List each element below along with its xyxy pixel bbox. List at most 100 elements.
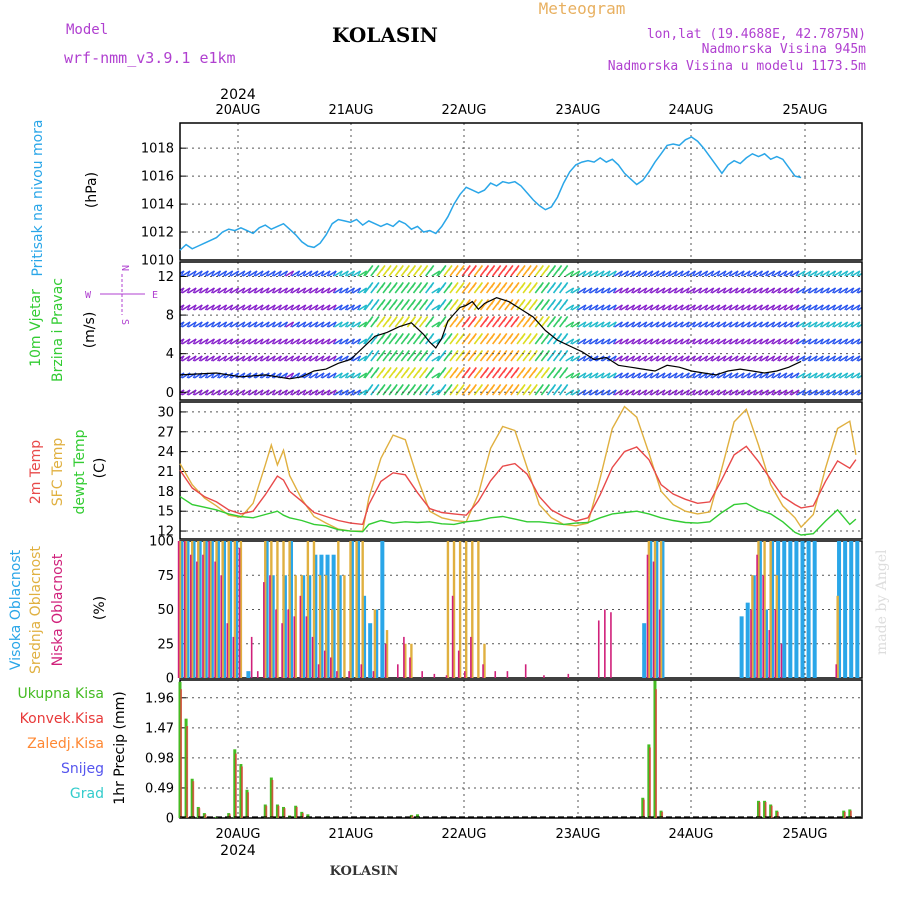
cloud-bar-mid <box>659 541 663 678</box>
wind-feather <box>369 265 374 271</box>
wind-feather <box>747 304 757 311</box>
wind-feather <box>705 355 715 362</box>
wind-feather <box>825 304 830 311</box>
wind-feather <box>839 389 849 396</box>
wind-feather <box>577 321 587 328</box>
precip-total-bar <box>233 749 237 818</box>
wind-feather <box>754 355 763 362</box>
wind-feather <box>607 287 617 294</box>
wind-feather <box>656 321 666 328</box>
cloud-bar-high <box>837 541 842 678</box>
wind-feather <box>583 372 593 379</box>
wind-feather <box>717 304 727 311</box>
cloud-bar-high <box>331 554 336 678</box>
wind-feather <box>515 316 520 322</box>
wind-feather <box>783 287 788 294</box>
wind-feather <box>442 316 447 322</box>
wind-feather <box>285 372 295 379</box>
wind-feather <box>685 304 690 311</box>
wind-feather <box>735 321 745 328</box>
wind-feather <box>491 265 496 271</box>
day-label-top: 20AUG <box>215 103 260 118</box>
wind-feather <box>723 372 733 379</box>
wind-feather <box>558 333 563 339</box>
wind-feather <box>260 287 270 294</box>
compass-west: W <box>85 290 92 301</box>
wind-feather <box>729 338 739 345</box>
wind-feather <box>589 338 599 345</box>
precip-total-bar <box>196 806 200 818</box>
wind-feather <box>491 282 496 288</box>
precip-total-bar <box>775 810 779 818</box>
wind-feather <box>375 350 380 356</box>
wind-feather <box>827 304 836 311</box>
cloud-bar-mid <box>446 541 450 678</box>
cloud-bar-high <box>337 575 342 678</box>
wind-feather <box>187 304 197 311</box>
wind-feather <box>491 384 496 390</box>
wind-feather <box>509 384 514 390</box>
wind-feather <box>863 271 866 276</box>
wind-feather <box>577 372 587 379</box>
wind-feather <box>600 304 605 311</box>
wind-feather <box>699 304 709 311</box>
cloud-bar-low <box>311 636 314 678</box>
wind-feather <box>722 321 727 328</box>
wind-feather <box>717 270 727 277</box>
cloud-bar-low <box>238 547 241 678</box>
wind-feather <box>595 287 605 294</box>
wind-feather <box>218 304 228 311</box>
wind-feather <box>819 270 824 277</box>
wind-feather <box>417 299 422 305</box>
cloud-bar-high <box>757 541 762 678</box>
y-tick-label: 100 <box>149 535 174 550</box>
wind-feather <box>320 372 325 379</box>
wind-feather <box>771 389 776 396</box>
wind-feather <box>309 287 319 294</box>
wind-feather <box>497 316 502 322</box>
precip-convective-bar <box>277 805 280 818</box>
wind-feather <box>789 287 794 294</box>
wind-feather <box>754 372 763 379</box>
wind-feather <box>460 265 465 271</box>
precip-total-bar <box>184 718 188 818</box>
wind-feather <box>833 304 843 311</box>
wind-feather <box>327 287 337 294</box>
wind-feather <box>844 355 849 362</box>
wind-feather <box>680 270 690 277</box>
cloud-bar-low <box>646 554 649 678</box>
wind-feather <box>181 338 191 345</box>
wind-feather <box>235 287 240 294</box>
wind-feather <box>442 367 447 373</box>
wind-feather <box>399 265 404 271</box>
wind-feather <box>503 384 508 390</box>
wind-feather <box>576 321 581 328</box>
wind-feather <box>571 270 581 277</box>
wind-feather <box>297 270 307 277</box>
wind-feather <box>722 338 727 345</box>
wind-feather <box>539 333 544 339</box>
wind-feather <box>699 338 709 345</box>
wind-feather <box>297 355 307 362</box>
wind-feather <box>332 321 337 328</box>
wind-feather <box>314 372 319 379</box>
wind-feather <box>204 355 209 362</box>
wind-feather <box>687 304 696 311</box>
wind-feather <box>533 367 538 373</box>
wind-feather <box>778 338 788 345</box>
wind-feather <box>626 287 636 294</box>
wind-feather <box>290 355 295 362</box>
wind-feather <box>784 270 794 277</box>
wind-feather <box>673 355 678 362</box>
y-tick-label: 75 <box>157 569 174 584</box>
wind-feather <box>778 355 788 362</box>
wind-feather <box>545 316 550 322</box>
wind-feather <box>314 270 319 277</box>
wind-feather <box>236 355 246 362</box>
wind-feather <box>637 389 642 396</box>
wind-feather <box>339 372 349 379</box>
wind-feather <box>545 265 550 271</box>
wind-feather <box>747 389 757 396</box>
wind-feather <box>314 389 319 396</box>
wind-feather <box>509 367 514 373</box>
